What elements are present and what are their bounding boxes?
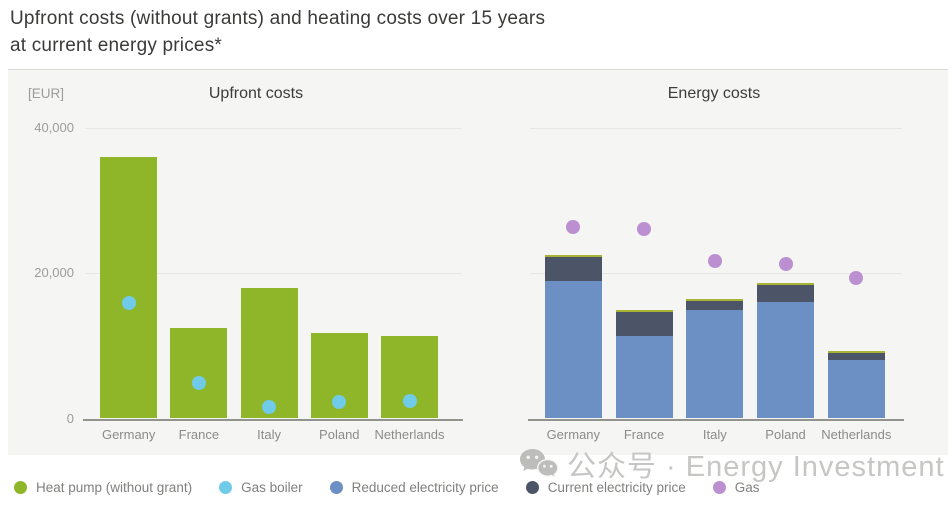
point-gas-netherlands [849,271,864,286]
legend-item-gas: Gas [712,480,760,495]
legend-dot-heat-pump-without-grant [14,481,27,494]
gridline-20000 [85,273,461,275]
page-title: Upfront costs (without grants) and heati… [10,5,545,59]
legend-label-gas-boiler: Gas boiler [241,480,303,495]
x-axis-label-italy: Italy [257,426,282,442]
bar-current-electricity-price-poland [757,284,815,303]
chart-title-upfront-costs: Upfront costs [208,85,304,102]
legend-label-current-electricity-price: Current electricity price [547,480,686,495]
x-axis-label-germany: Germany [101,426,156,442]
bar-cap-italy [686,298,744,301]
bar-reduced-electricity-price-poland [757,302,815,419]
bar-cap-poland [757,282,815,285]
point-gas-boiler-netherlands [402,394,417,409]
page-title-line-1: Upfront costs (without grants) and heati… [10,8,546,29]
gridline-20000 [530,273,902,275]
point-gas-boiler-italy [262,399,277,414]
point-gas-germany [566,219,581,234]
bar-current-electricity-price-france [615,311,673,337]
legend-label-reduced-electricity-price: Reduced electricity price [351,480,499,495]
x-axis-label-italy: Italy [702,426,727,442]
bar-heat-pump-without-grant-italy [240,287,298,419]
legend-label-heat-pump-without-grant: Heat pump (without grant) [36,480,193,495]
y-tick-label: 20,000 [34,265,74,281]
x-axis-label-netherlands: Netherlands [821,426,892,442]
legend-dot-gas [712,481,726,494]
point-gas-boiler-germany [121,296,136,311]
point-gas-poland [778,256,793,271]
x-axis-label-poland: Poland [765,426,806,442]
legend-item-heat-pump-without-grant: Heat pump (without grant) [14,480,192,495]
legend-item-current-electricity-price: Current electricity price [525,480,686,495]
page-title-line-2: at current energy prices* [10,35,222,56]
point-gas-boiler-poland [332,394,347,409]
point-gas-italy [707,253,722,268]
x-axis-line [528,418,904,421]
y-tick-label: 0 [66,410,74,426]
x-axis-label-poland: Poland [319,426,360,442]
bar-current-electricity-price-germany [544,257,602,281]
bar-cap-germany [544,255,602,258]
chart-title-energy-costs: Energy costs [667,85,761,102]
point-gas-france [637,221,652,236]
legend-dot-current-electricity-price [525,481,539,494]
legend-dot-reduced-electricity-price [329,481,343,494]
point-gas-boiler-france [191,375,206,390]
legend-label-gas: Gas [734,480,760,495]
legend-item-reduced-electricity-price: Reduced electricity price [329,480,499,495]
bar-cap-france [615,309,673,312]
gridline-40000 [85,128,461,129]
chart-panel: [EUR] Upfront costs 0 20,000 40,000 Germany F… [8,69,948,455]
x-axis-label-france: France [178,426,220,442]
legend-dot-gas-boiler [219,481,233,494]
y-axis-unit-label: [EUR] [28,86,65,101]
x-axis-line [83,418,463,421]
gridline-40000 [530,128,902,129]
y-tick-label: 40,000 [34,120,74,135]
bar-current-electricity-price-netherlands [827,353,885,361]
x-axis-label-germany: Germany [546,426,601,442]
bar-cap-netherlands [827,351,885,354]
bar-current-electricity-price-italy [686,300,744,311]
bar-reduced-electricity-price-italy [686,310,744,419]
x-axis-label-france: France [623,426,665,442]
bar-reduced-electricity-price-netherlands [827,360,885,419]
legend: Heat pump (without grant) Gas boiler Reduc… [14,480,760,495]
legend-item-gas-boiler: Gas boiler [219,480,303,495]
bar-reduced-electricity-price-france [615,336,673,419]
bar-reduced-electricity-price-germany [544,280,602,419]
bar-heat-pump-without-grant-france [170,328,228,419]
x-axis-label-netherlands: Netherlands [374,426,445,442]
bar-heat-pump-without-grant-germany [100,157,158,419]
